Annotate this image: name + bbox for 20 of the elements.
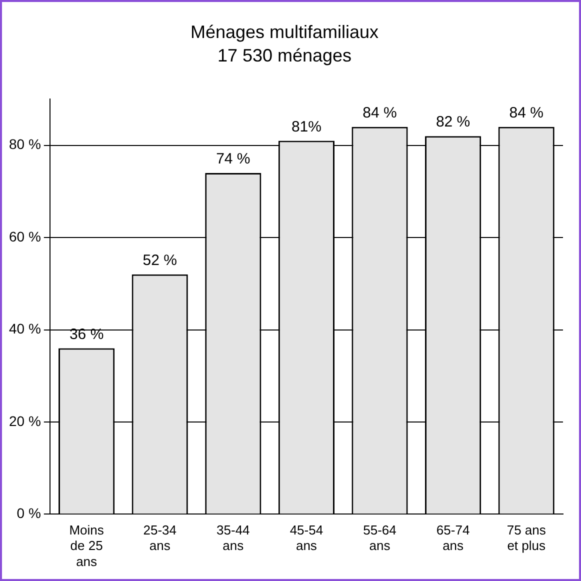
y-tick-label: 0 % <box>16 505 41 522</box>
y-tick-label: 20 % <box>8 412 41 429</box>
x-tick-label: 55-64 ans <box>363 522 396 554</box>
data-label: 74 % <box>216 150 250 168</box>
x-tick-label: 35-44 ans <box>216 522 250 554</box>
chart-title: Ménages multifamiliaux <box>190 22 379 42</box>
x-tick-label: Moins de 25 ans <box>69 522 104 569</box>
y-tick-label: 80 % <box>8 136 41 152</box>
data-label: 81% <box>291 118 322 136</box>
x-tick-label: 65-74 ans <box>436 522 470 554</box>
x-tick-label: 75 ans et plus <box>506 522 546 554</box>
chart-subtitle: 17 530 ménages <box>217 45 352 66</box>
data-label: 84 % <box>362 104 397 122</box>
data-label: 52 % <box>142 252 177 270</box>
x-tick-label: 25-34 ans <box>143 522 176 554</box>
data-label: 82 % <box>436 114 470 131</box>
y-tick-label: 40 % <box>8 320 41 337</box>
x-tick-label: 45-54 ans <box>290 522 324 554</box>
y-tick-label: 60 % <box>8 228 41 244</box>
data-label: 84 % <box>509 104 544 122</box>
